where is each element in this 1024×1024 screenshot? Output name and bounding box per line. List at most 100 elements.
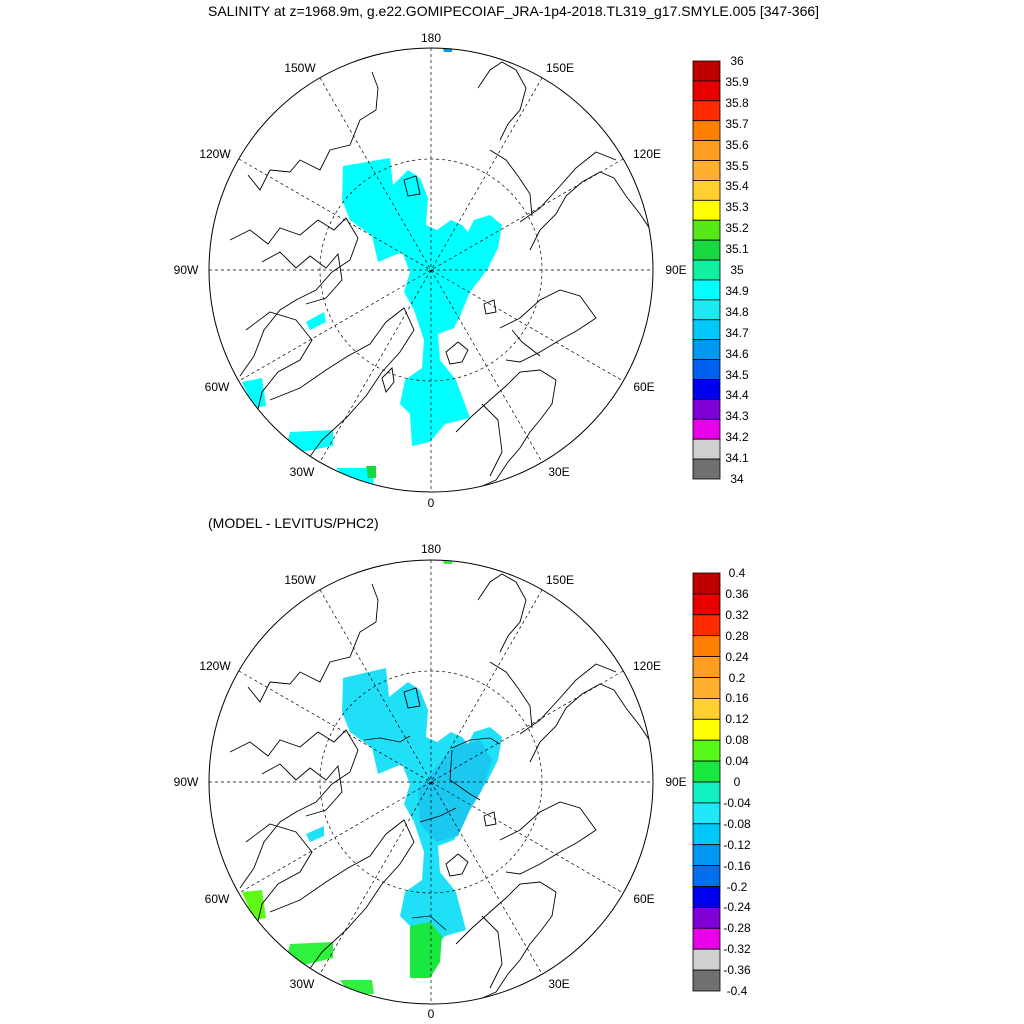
bottom-colorbar-label-12: -0.08 [723, 816, 751, 831]
top-colorbar-label-6: 35.4 [725, 179, 749, 194]
bottom-colorbar-box-2 [692, 614, 721, 637]
top-lon-120e: 120E [632, 147, 662, 161]
top-colorbar-label-2: 35.8 [725, 95, 749, 110]
bottom-colorbar-label-4: 0.24 [725, 649, 749, 664]
top-green-patch [366, 466, 376, 478]
bottom-colorbar-box-17 [692, 927, 721, 950]
bottom-colorbar-label-6: 0.16 [725, 691, 749, 706]
top-colorbar-box-3 [692, 120, 721, 142]
bottom-colorbar-box-18 [692, 948, 721, 971]
top-lon-90w: 90W [173, 263, 199, 277]
top-colorbar-box-19 [692, 438, 721, 460]
top-colorbar-box-17 [692, 398, 721, 420]
bottom-colorbar-label-17: -0.28 [723, 921, 751, 936]
bottom-greenland-sea-patch [410, 922, 442, 978]
top-colorbar-box-20 [692, 458, 721, 480]
bottom-colorbar-box-15 [692, 886, 721, 908]
bottom-lon-120w: 120W [199, 659, 231, 673]
bottom-title: (MODEL - LEVITUS/PHC2) [208, 515, 379, 531]
bottom-lon-150e: 150E [545, 573, 575, 587]
bottom-colorbar-box-19 [692, 969, 721, 992]
bottom-colorbar-box-7 [692, 718, 721, 741]
top-colorbar-label-4: 35.6 [725, 137, 749, 152]
top-colorbar-label-8: 35.2 [725, 221, 749, 236]
bottom-polar-map [208, 559, 654, 1005]
bottom-colorbar-box-3 [692, 635, 721, 658]
top-colorbar-box-14 [692, 339, 721, 360]
top-colorbar-label-19: 34.1 [725, 451, 749, 466]
top-colorbar-box-6 [692, 180, 721, 201]
top-lon-30w: 30W [289, 465, 315, 479]
top-lon-180: 180 [420, 31, 442, 45]
bottom-baffin-patch [306, 826, 324, 842]
top-lon-30e: 30E [548, 465, 570, 479]
bottom-colorbar-box-9 [692, 760, 721, 783]
top-colorbar-label-17: 34.3 [725, 409, 749, 424]
top-colorbar-label-11: 34.9 [725, 283, 749, 298]
top-colorbar-box-12 [692, 299, 721, 321]
bottom-eurasian-basin-fill [418, 740, 492, 842]
top-colorbar-box-13 [692, 319, 721, 341]
bottom-pacific-patch [442, 560, 452, 564]
top-lon-60w: 60W [204, 380, 230, 394]
bottom-colorbar-box-11 [692, 802, 721, 825]
bottom-colorbar-label-15: -0.2 [726, 879, 748, 894]
bottom-colorbar-label-7: 0.12 [725, 712, 749, 727]
bottom-colorbar-label-0: 0.4 [728, 566, 746, 580]
top-colorbar-label-20: 34 [730, 472, 744, 486]
bottom-colorbar-box-13 [692, 844, 721, 867]
bottom-colorbar-label-18: -0.32 [723, 942, 751, 957]
bottom-lon-180: 180 [420, 542, 442, 556]
top-colorbar-label-15: 34.5 [725, 367, 749, 382]
bottom-colorbar-label-5: 0.2 [728, 670, 746, 685]
bottom-colorbar-label-19: -0.36 [723, 963, 751, 978]
bottom-colorbar-label-13: -0.12 [723, 837, 751, 852]
bottom-colorbar-label-9: 0.04 [725, 754, 749, 769]
bottom-colorbar-box-5 [692, 677, 721, 699]
top-lon-60e: 60E [633, 380, 655, 394]
top-colorbar-box-4 [692, 140, 721, 161]
top-colorbar-label-10: 35 [730, 263, 744, 277]
bottom-colorbar-label-11: -0.04 [723, 795, 751, 810]
bottom-lon-60e: 60E [633, 892, 655, 906]
top-colorbar-label-1: 35.9 [725, 74, 749, 89]
bottom-colorbar-box-1 [692, 593, 721, 616]
bottom-colorbar-box-12 [692, 823, 721, 846]
top-colorbar-label-16: 34.4 [725, 388, 749, 403]
top-colorbar-label-12: 34.8 [725, 304, 749, 319]
bottom-colorbar-box-6 [692, 698, 721, 720]
top-lon-90e: 90E [665, 263, 687, 277]
bottom-colorbar-label-1: 0.36 [725, 586, 749, 601]
bottom-colorbar-label-10: 0 [733, 775, 741, 789]
top-colorbar-box-0 [692, 60, 721, 82]
bottom-colorbar-label-3: 0.28 [725, 628, 749, 643]
bottom-colorbar-label-8: 0.08 [725, 733, 749, 748]
top-lon-150w: 150W [284, 61, 316, 75]
bottom-colorbar-box-10 [692, 781, 721, 804]
top-colorbar-box-5 [692, 160, 721, 181]
top-colorbar-box-1 [692, 80, 721, 102]
top-lon-0: 0 [427, 496, 435, 510]
top-colorbar-box-10 [692, 259, 721, 281]
bottom-colorbar-label-14: -0.16 [723, 858, 751, 873]
bottom-lon-30e: 30E [548, 977, 570, 991]
top-colorbar-label-7: 35.3 [725, 200, 749, 215]
top-lon-120w: 120W [199, 147, 231, 161]
bottom-lon-30w: 30W [289, 977, 315, 991]
top-colorbar-label-5: 35.5 [725, 158, 749, 173]
top-atlantic-patch [287, 430, 333, 452]
top-colorbar-box-11 [692, 279, 721, 301]
bottom-lon-120e: 120E [632, 659, 662, 673]
top-colorbar [692, 60, 721, 480]
top-polar-map [208, 47, 654, 493]
top-colorbar-label-3: 35.7 [725, 116, 749, 131]
top-arctic-salinity-field [342, 158, 502, 446]
top-colorbar-label-0: 36 [730, 54, 744, 68]
top-colorbar-label-13: 34.7 [725, 325, 749, 340]
top-colorbar-box-18 [692, 418, 721, 440]
bottom-colorbar-box-14 [692, 865, 721, 887]
bottom-lon-0: 0 [427, 1007, 435, 1021]
bottom-colorbar-label-16: -0.24 [723, 900, 751, 915]
bottom-lon-150w: 150W [284, 573, 316, 587]
